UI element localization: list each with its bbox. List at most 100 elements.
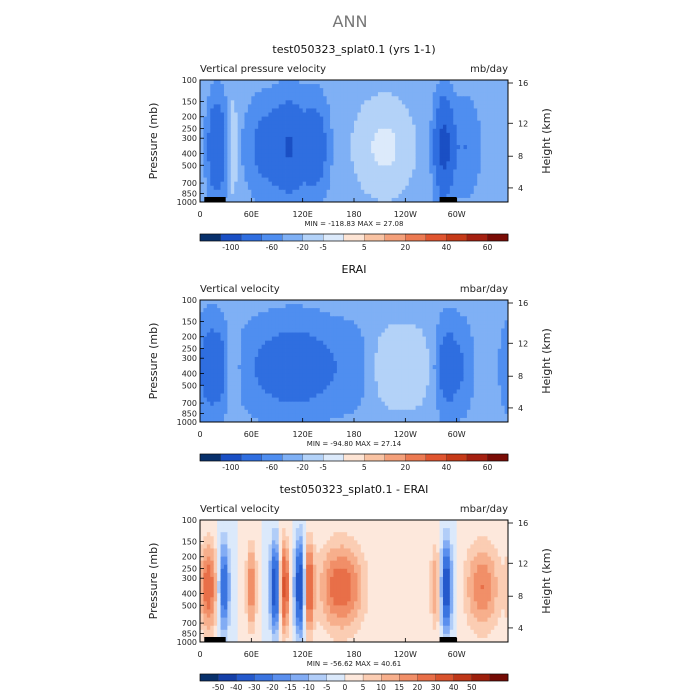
field-cell bbox=[299, 312, 304, 317]
field-cell bbox=[371, 124, 375, 130]
field-cell bbox=[354, 312, 358, 317]
field-cell bbox=[381, 377, 386, 382]
field-cell bbox=[460, 165, 464, 170]
field-cell bbox=[230, 348, 235, 354]
field-cell bbox=[271, 328, 276, 333]
field-cell bbox=[466, 153, 471, 158]
field-cell bbox=[470, 100, 475, 105]
field-cell bbox=[466, 332, 471, 337]
field-cell bbox=[292, 149, 297, 154]
field-cell bbox=[357, 141, 362, 146]
field-cell bbox=[275, 88, 280, 93]
field-cell bbox=[442, 308, 447, 313]
field-cell bbox=[323, 100, 328, 105]
field-cell bbox=[377, 361, 382, 366]
field-cell bbox=[395, 141, 399, 146]
field-cell bbox=[432, 344, 437, 350]
field-cell bbox=[463, 365, 468, 370]
colorbar-swatch bbox=[384, 233, 406, 242]
field-cell bbox=[223, 116, 228, 122]
field-cell bbox=[241, 181, 245, 187]
field-cell bbox=[415, 393, 420, 398]
field-cell bbox=[504, 153, 508, 158]
field-cell bbox=[295, 332, 300, 337]
field-cell bbox=[391, 181, 396, 187]
field-cell bbox=[330, 84, 334, 89]
field-cell bbox=[336, 88, 341, 93]
field-cell bbox=[237, 112, 242, 117]
field-cell bbox=[265, 153, 269, 158]
field-cell bbox=[446, 149, 451, 154]
field-cell bbox=[323, 312, 328, 317]
field-cell bbox=[282, 92, 286, 97]
field-cell bbox=[203, 92, 208, 97]
field-cell bbox=[401, 361, 406, 366]
field-cell bbox=[446, 369, 451, 374]
field-cell bbox=[333, 157, 338, 162]
field-cell bbox=[237, 397, 242, 403]
field-cell bbox=[384, 356, 389, 362]
field-cell bbox=[442, 128, 447, 134]
field-cell bbox=[415, 88, 420, 93]
field-cell bbox=[490, 373, 495, 378]
field-cell bbox=[477, 377, 482, 382]
field-cell bbox=[220, 320, 225, 325]
field-cell bbox=[302, 393, 307, 398]
field-cell bbox=[432, 145, 437, 150]
field-cell bbox=[398, 145, 403, 150]
field-cell bbox=[350, 157, 355, 162]
field-cell bbox=[484, 80, 488, 85]
field-cell bbox=[220, 340, 225, 346]
field-cell bbox=[234, 185, 239, 191]
field-cell bbox=[326, 332, 331, 337]
field-cell bbox=[223, 173, 228, 178]
field-cell bbox=[391, 112, 396, 117]
field-cell bbox=[227, 112, 232, 117]
field-cell bbox=[237, 169, 242, 174]
field-cell bbox=[442, 389, 447, 394]
field-cell bbox=[247, 185, 252, 191]
field-cell bbox=[484, 145, 488, 150]
field-cell bbox=[292, 185, 297, 191]
field-cell bbox=[299, 397, 304, 403]
field-cell bbox=[367, 149, 372, 154]
field-cell bbox=[446, 88, 451, 93]
field-cell bbox=[460, 361, 464, 366]
field-cell bbox=[350, 177, 355, 183]
field-cell bbox=[477, 132, 482, 138]
field-cell bbox=[200, 316, 204, 321]
field-cell bbox=[343, 320, 348, 325]
field-cell bbox=[213, 124, 218, 130]
field-cell bbox=[395, 193, 399, 199]
field-cell bbox=[237, 145, 242, 150]
field-cell bbox=[312, 389, 317, 394]
field-cell bbox=[200, 381, 204, 386]
field-cell bbox=[374, 96, 379, 101]
field-cell bbox=[377, 145, 382, 150]
field-cell bbox=[285, 385, 290, 390]
field-cell bbox=[367, 304, 372, 309]
field-cell bbox=[442, 120, 447, 126]
field-cell bbox=[480, 304, 485, 309]
field-cell bbox=[323, 385, 328, 390]
field-cell bbox=[306, 104, 310, 109]
field-cell bbox=[326, 181, 331, 187]
colorbar-swatch bbox=[261, 233, 283, 242]
field-cell bbox=[415, 128, 420, 134]
field-cell bbox=[330, 344, 334, 350]
field-cell bbox=[220, 153, 225, 158]
field-cell bbox=[271, 128, 276, 134]
field-cell bbox=[316, 100, 321, 105]
field-cell bbox=[230, 340, 235, 346]
field-cell bbox=[347, 397, 351, 403]
field-cell bbox=[247, 393, 252, 398]
field-cell bbox=[408, 344, 413, 350]
field-cell bbox=[213, 132, 218, 138]
field-cell bbox=[336, 128, 341, 134]
field-cell bbox=[275, 324, 280, 329]
field-cell bbox=[405, 316, 410, 321]
field-cell bbox=[484, 124, 488, 130]
field-cell bbox=[412, 320, 416, 325]
field-cell bbox=[285, 316, 290, 321]
field-cell bbox=[477, 80, 482, 85]
